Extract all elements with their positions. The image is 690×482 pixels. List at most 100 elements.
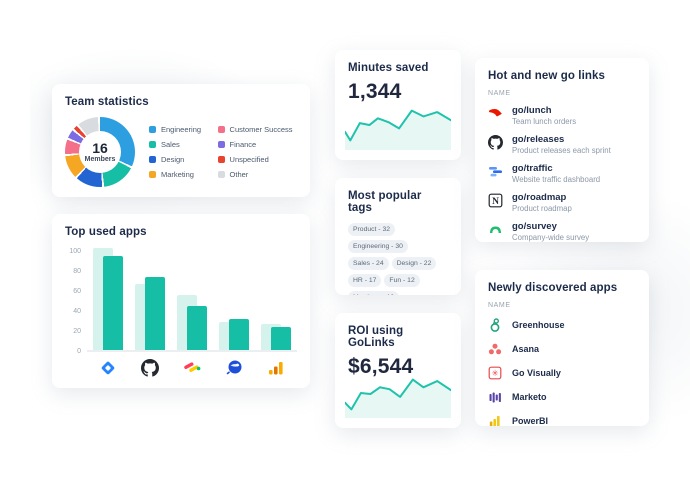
- golink-text: go/traffic Website traffic dashboard: [512, 163, 600, 185]
- golink-name[interactable]: go/roadmap: [512, 192, 567, 203]
- minutes-saved-value: 1,344: [348, 80, 402, 103]
- golink-row-releases[interactable]: go/releases Product releases each sprint: [488, 134, 636, 156]
- legend-item-unspecified: Unspecified: [217, 155, 297, 164]
- hot-new-golinks-card: Hot and new go links NAME go/lunch Team …: [475, 58, 649, 242]
- legend-item-engineering: Engineering: [149, 125, 206, 134]
- legend-item-other: Other: [217, 170, 297, 179]
- roi-title: ROI using GoLinks: [348, 325, 404, 349]
- roi-chart: [345, 370, 451, 418]
- svg-text:✳: ✳: [491, 368, 499, 378]
- tags-list: Product - 32 Engineering - 30 Sales - 24…: [348, 223, 448, 295]
- legend-item-finance: Finance: [217, 140, 297, 149]
- golink-text: go/releases Product releases each sprint: [512, 134, 611, 156]
- legend-label: Finance: [229, 140, 257, 149]
- team-statistics-card: Team statistics 16 Members Engineering S…: [52, 84, 310, 197]
- golink-description: Product releases each sprint: [512, 146, 611, 155]
- legend-label: Engineering: [161, 125, 202, 134]
- golink-description: Website traffic dashboard: [512, 175, 601, 184]
- jira-icon: [93, 359, 123, 377]
- app-row-greenhouse[interactable]: Greenhouse: [488, 318, 636, 332]
- bar-dark: [103, 256, 123, 350]
- monday-icon: [177, 359, 207, 377]
- member-count-label: Members: [84, 156, 116, 163]
- legend-item-design: Design: [149, 155, 206, 164]
- top-used-apps-title: Top used apps: [65, 226, 147, 238]
- legend-swatch: [217, 156, 225, 163]
- legend-swatch: [149, 156, 156, 163]
- top-apps-icon-axis: [87, 359, 297, 377]
- golink-name[interactable]: go/lunch: [512, 105, 552, 116]
- tag-design[interactable]: Design - 22: [391, 257, 437, 270]
- newly-discovered-apps-card: Newly discovered apps NAME Greenhouse As…: [475, 270, 649, 426]
- greenhouse-icon: [488, 318, 502, 332]
- github-icon: [135, 359, 165, 377]
- app-name[interactable]: Go Visually: [512, 368, 561, 378]
- member-count: 16: [92, 140, 108, 156]
- bar-group-github[interactable]: [135, 248, 165, 350]
- legend-label: Unspecified: [229, 155, 269, 164]
- golink-row-survey[interactable]: go/survey Company-wide survey: [488, 221, 636, 242]
- google-analytics-icon: [261, 359, 291, 377]
- tag-hr[interactable]: HR - 17: [348, 274, 382, 287]
- golink-name[interactable]: go/traffic: [512, 163, 553, 174]
- newly-discovered-apps-list: Greenhouse Asana ✳ Go Visually Marketo P…: [488, 318, 636, 426]
- golink-text: go/lunch Team lunch orders: [512, 105, 576, 127]
- legend-label: Customer Success: [229, 125, 293, 134]
- bar-dark: [271, 327, 291, 350]
- planet-icon: [219, 359, 249, 377]
- legend-label: Sales: [161, 140, 180, 149]
- asana-icon: [488, 342, 502, 356]
- top-apps-bars-area: [87, 248, 297, 352]
- bar-group-jira[interactable]: [93, 248, 123, 350]
- powerbi-icon: [488, 414, 502, 426]
- bar-dark: [229, 319, 249, 350]
- minutes-saved-title: Minutes saved: [348, 62, 429, 74]
- app-row-govisually[interactable]: ✳ Go Visually: [488, 366, 636, 380]
- most-popular-tags-title: Most popular tags: [348, 190, 422, 214]
- legend-item-customer-success: Customer Success: [217, 125, 297, 134]
- golink-name[interactable]: go/releases: [512, 134, 565, 145]
- bar-dark: [187, 306, 207, 350]
- tag-sales[interactable]: Sales - 24: [348, 257, 389, 270]
- bar-group-google-analytics[interactable]: [261, 248, 291, 350]
- legend-item-marketing: Marketing: [149, 170, 206, 179]
- app-row-powerbi[interactable]: PowerBI: [488, 414, 636, 426]
- legend-swatch: [149, 141, 156, 148]
- notion-icon: N: [488, 193, 503, 208]
- survey-arch-icon: [488, 222, 503, 237]
- golink-row-lunch[interactable]: go/lunch Team lunch orders: [488, 105, 636, 127]
- tag-meetings[interactable]: Meetings - 10: [348, 291, 400, 295]
- bar-group-monday[interactable]: [177, 248, 207, 350]
- team-legend: Engineering Sales Design Marketing Custo…: [149, 125, 297, 179]
- golinks-name-column-header: NAME: [488, 90, 511, 97]
- minutes-saved-card: Minutes saved 1,344: [335, 50, 461, 160]
- traffic-bars-icon: [488, 164, 503, 179]
- top-apps-chart: 100 80 60 40 20 0: [65, 248, 297, 355]
- doordash-icon: [488, 106, 503, 121]
- tag-product[interactable]: Product - 32: [348, 223, 396, 236]
- app-name[interactable]: PowerBI: [512, 416, 549, 426]
- github-icon: [488, 135, 503, 150]
- legend-item-sales: Sales: [149, 140, 206, 149]
- legend-label: Marketing: [161, 170, 194, 179]
- app-row-marketo[interactable]: Marketo: [488, 390, 636, 404]
- tag-engineering[interactable]: Engineering - 30: [348, 240, 408, 253]
- app-name[interactable]: Greenhouse: [512, 320, 565, 330]
- bar-group-planet-app[interactable]: [219, 248, 249, 350]
- app-name[interactable]: Asana: [512, 344, 540, 354]
- legend-label: Other: [229, 170, 249, 179]
- hot-new-golinks-title: Hot and new go links: [488, 70, 606, 82]
- legend-swatch: [217, 141, 225, 148]
- golink-name[interactable]: go/survey: [512, 221, 557, 232]
- roi-card: ROI using GoLinks $6,544: [335, 313, 461, 428]
- team-statistics-body: 16 Members Engineering Sales Design Mark…: [65, 117, 297, 187]
- golink-row-traffic[interactable]: go/traffic Website traffic dashboard: [488, 163, 636, 185]
- app-name[interactable]: Marketo: [512, 392, 547, 402]
- app-row-asana[interactable]: Asana: [488, 342, 636, 356]
- legend-swatch: [149, 171, 156, 178]
- team-donut-chart[interactable]: 16 Members: [65, 117, 135, 187]
- team-statistics-title: Team statistics: [65, 96, 149, 108]
- tag-fun[interactable]: Fun - 12: [384, 274, 420, 287]
- golink-row-roadmap[interactable]: N go/roadmap Product roadmap: [488, 192, 636, 214]
- golink-description: Team lunch orders: [512, 117, 577, 126]
